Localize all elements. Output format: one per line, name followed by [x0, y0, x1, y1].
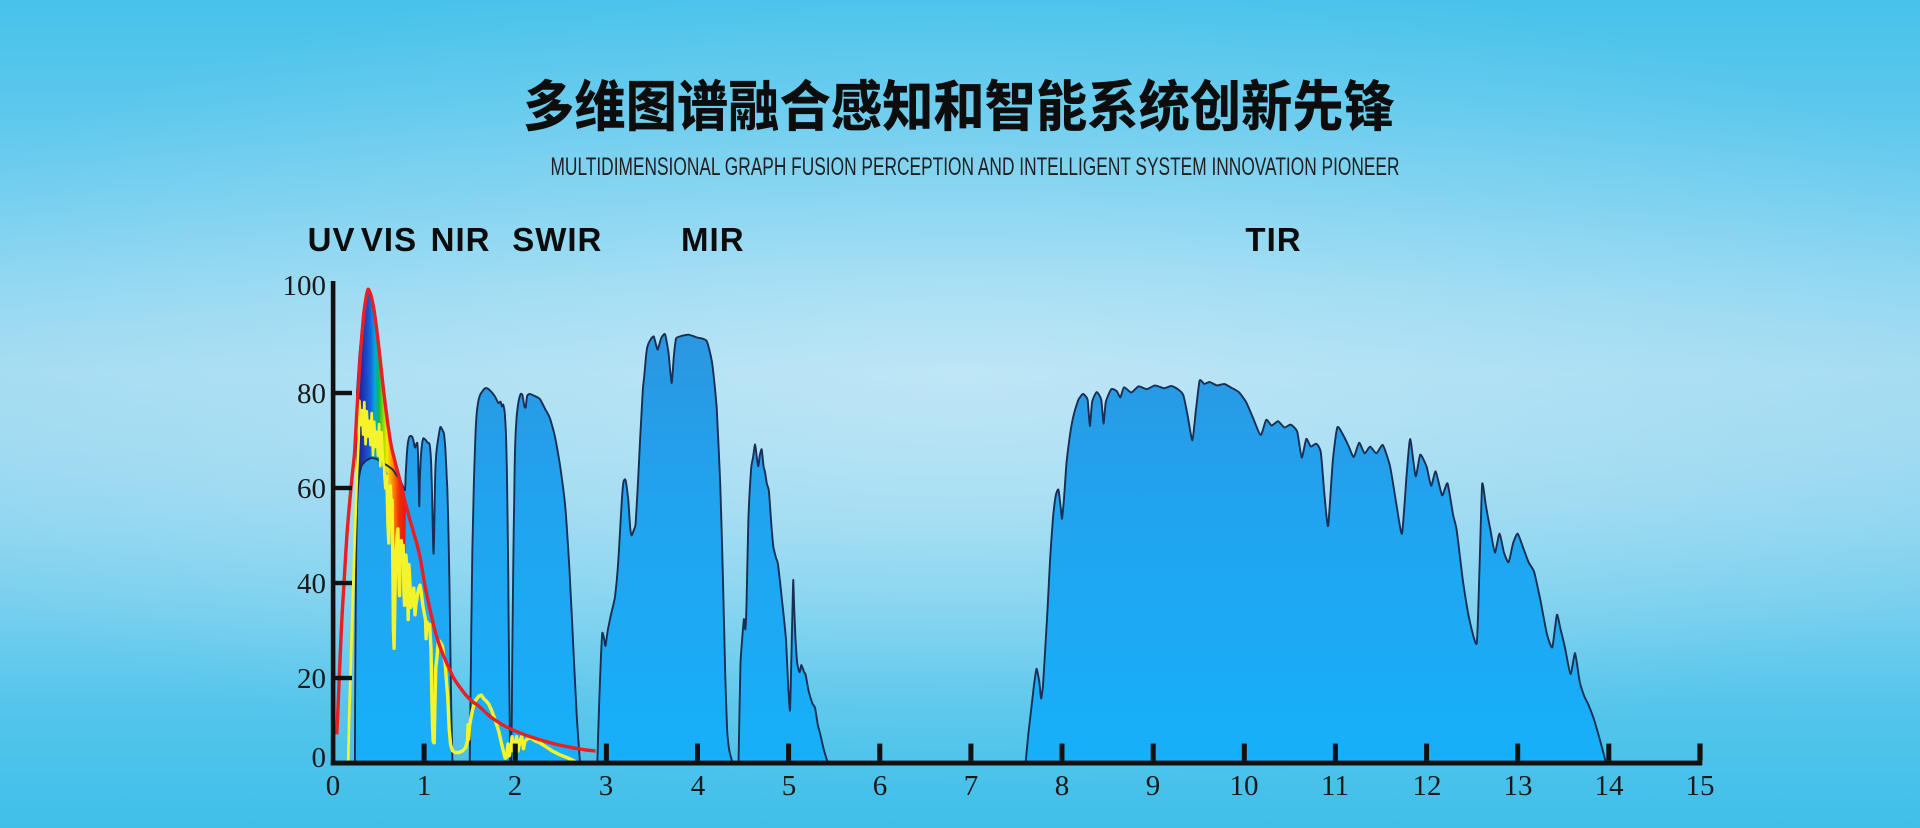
svg-text:6: 6 — [873, 770, 888, 802]
svg-text:40: 40 — [297, 568, 326, 600]
svg-text:4: 4 — [691, 770, 706, 802]
svg-text:NIR: NIR — [431, 221, 491, 258]
svg-text:5: 5 — [782, 770, 797, 802]
svg-text:80: 80 — [297, 378, 326, 410]
svg-text:SWIR: SWIR — [512, 221, 602, 258]
svg-text:7: 7 — [964, 770, 979, 802]
svg-text:MIR: MIR — [681, 221, 745, 258]
svg-text:15: 15 — [1686, 770, 1715, 802]
svg-text:TIR: TIR — [1245, 221, 1301, 258]
svg-text:20: 20 — [297, 663, 326, 695]
svg-text:UV: UV — [308, 221, 356, 258]
svg-text:60: 60 — [297, 473, 326, 505]
svg-text:3: 3 — [599, 770, 614, 802]
svg-text:0: 0 — [312, 742, 327, 774]
svg-text:MULTIDIMENSIONAL GRAPH FUSION: MULTIDIMENSIONAL GRAPH FUSION PERCEPTION… — [551, 153, 1400, 181]
svg-text:VIS: VIS — [361, 221, 417, 258]
svg-text:9: 9 — [1146, 770, 1161, 802]
svg-text:13: 13 — [1504, 770, 1533, 802]
svg-text:2: 2 — [508, 770, 523, 802]
svg-text:14: 14 — [1595, 770, 1625, 802]
svg-text:11: 11 — [1321, 770, 1349, 802]
svg-text:100: 100 — [283, 270, 327, 302]
svg-text:1: 1 — [417, 770, 432, 802]
svg-text:10: 10 — [1230, 770, 1259, 802]
svg-text:8: 8 — [1055, 770, 1070, 802]
svg-text:0: 0 — [326, 770, 341, 802]
svg-text:12: 12 — [1413, 770, 1442, 802]
